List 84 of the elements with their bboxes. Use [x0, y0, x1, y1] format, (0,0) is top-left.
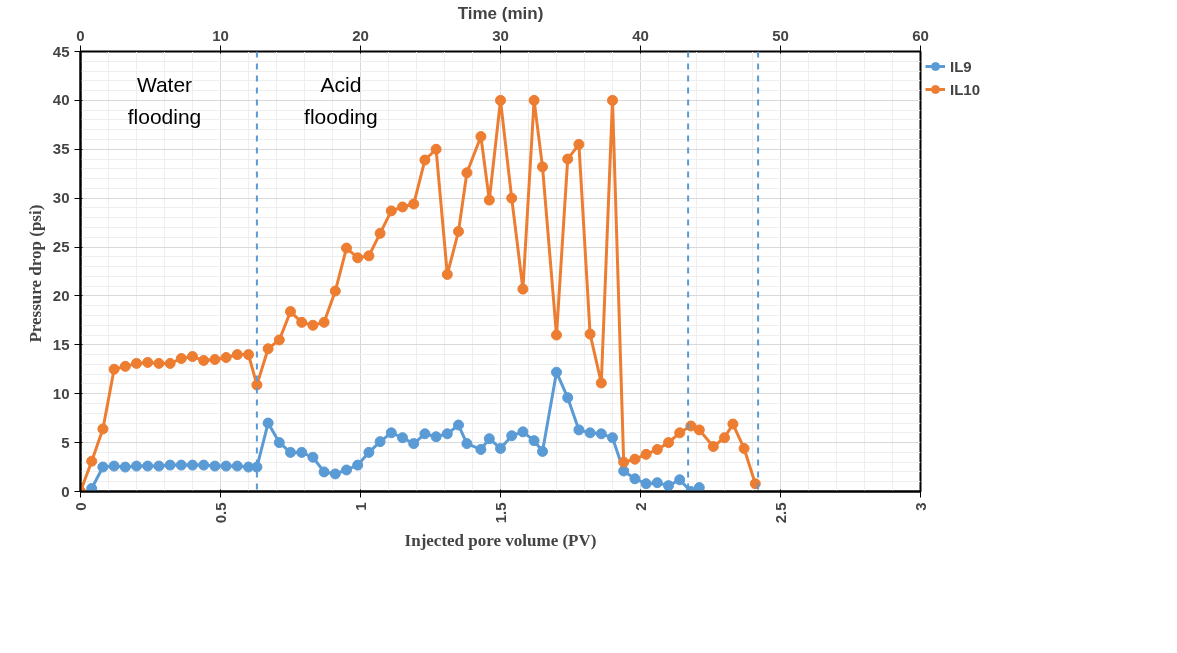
point: [640, 478, 652, 490]
point: [461, 438, 473, 450]
point: [175, 459, 187, 471]
x2-tick-label: 0: [76, 26, 85, 44]
point: [483, 433, 495, 445]
point: [475, 443, 487, 455]
point: [329, 468, 341, 480]
x2-tick-label: 20: [352, 26, 369, 44]
point: [453, 419, 464, 431]
point: [595, 428, 607, 440]
point: [273, 437, 285, 449]
point: [651, 477, 663, 489]
point: [108, 460, 120, 472]
y-tick-label: 15: [52, 335, 70, 353]
x2-tick-label: 50: [772, 26, 789, 44]
y-tick-label: 25: [52, 238, 70, 256]
y-tick-label: 45: [52, 42, 70, 60]
point: [441, 428, 453, 440]
legend-label: IL9: [950, 57, 972, 75]
point: [209, 460, 221, 472]
x-tick-label: 0.5: [211, 502, 229, 524]
point: [86, 483, 98, 492]
point: [674, 474, 686, 486]
point: [618, 465, 630, 477]
x-tick-label: 2: [631, 502, 649, 511]
x-tick-label: 1: [351, 502, 369, 511]
point: [285, 446, 296, 458]
point: [607, 432, 618, 444]
point: [495, 442, 506, 454]
point: [187, 459, 198, 471]
y-tick-label: 40: [52, 91, 70, 109]
point: [562, 392, 574, 404]
point: [363, 446, 375, 458]
x2-tick-label: 10: [212, 26, 229, 44]
point: [693, 482, 705, 492]
point: [341, 464, 352, 476]
annotation: Acid flooding: [304, 72, 378, 128]
point: [97, 461, 109, 473]
x-tick-label: 2.5: [771, 502, 789, 524]
point: [374, 436, 386, 448]
point: [262, 417, 274, 429]
y-tick-label: 5: [61, 433, 70, 451]
point: [220, 460, 232, 472]
x-axis-title: Injected pore volume (PV): [404, 531, 597, 551]
y-tick-label: 30: [52, 189, 70, 207]
point: [142, 460, 154, 472]
x2-tick-label: 60: [912, 26, 929, 44]
point: [517, 426, 529, 438]
y-axis-title: Pressure drop (psi): [25, 204, 45, 343]
point: [318, 466, 330, 478]
point: [551, 366, 562, 378]
point: [573, 424, 585, 436]
point: [629, 473, 641, 485]
point: [408, 438, 420, 450]
point: [198, 459, 210, 471]
point: [307, 451, 319, 463]
x-tick-label: 3: [911, 502, 929, 511]
x2-tick-label: 40: [632, 26, 649, 44]
x2-tick-label: 30: [492, 26, 509, 44]
x-tick-label: 0: [71, 502, 89, 511]
y-tick-label: 0: [61, 482, 70, 500]
y-tick-label: 35: [52, 140, 70, 158]
y-tick-label: 10: [52, 384, 70, 402]
point: [528, 435, 540, 447]
point: [131, 460, 142, 472]
point: [352, 459, 364, 471]
y-tick-label: 20: [52, 286, 70, 304]
legend-label: IL10: [950, 80, 981, 98]
point: [153, 460, 165, 472]
point: [231, 460, 243, 472]
point: [663, 480, 674, 492]
point: [385, 427, 397, 439]
point: [537, 445, 548, 457]
point: [119, 461, 131, 473]
point: [296, 446, 308, 458]
x-tick-label: 1.5: [491, 502, 509, 524]
point: [419, 428, 431, 440]
point: [584, 427, 596, 439]
point: [164, 459, 176, 471]
x2-axis-title: Time (min): [457, 3, 544, 23]
annotation: Water flooding: [127, 72, 202, 128]
point: [430, 431, 442, 443]
point: [397, 432, 408, 444]
point: [506, 430, 518, 442]
